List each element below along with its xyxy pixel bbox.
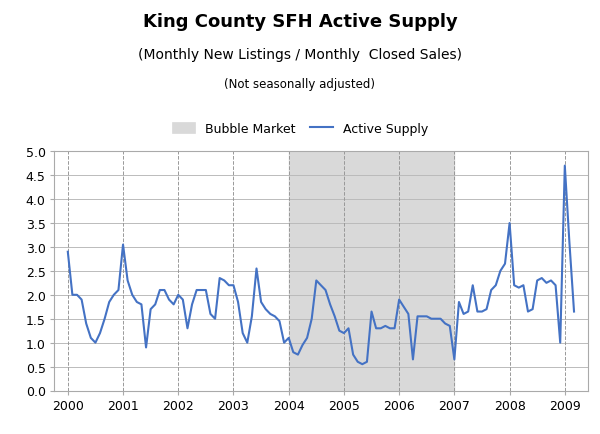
Text: King County SFH Active Supply: King County SFH Active Supply [143, 13, 457, 31]
Legend: Bubble Market, Active Supply: Bubble Market, Active Supply [169, 119, 431, 139]
Text: (Monthly New Listings / Monthly  Closed Sales): (Monthly New Listings / Monthly Closed S… [138, 48, 462, 62]
Bar [289, 152, 454, 391]
Text: (Not seasonally adjusted): (Not seasonally adjusted) [224, 78, 376, 91]
